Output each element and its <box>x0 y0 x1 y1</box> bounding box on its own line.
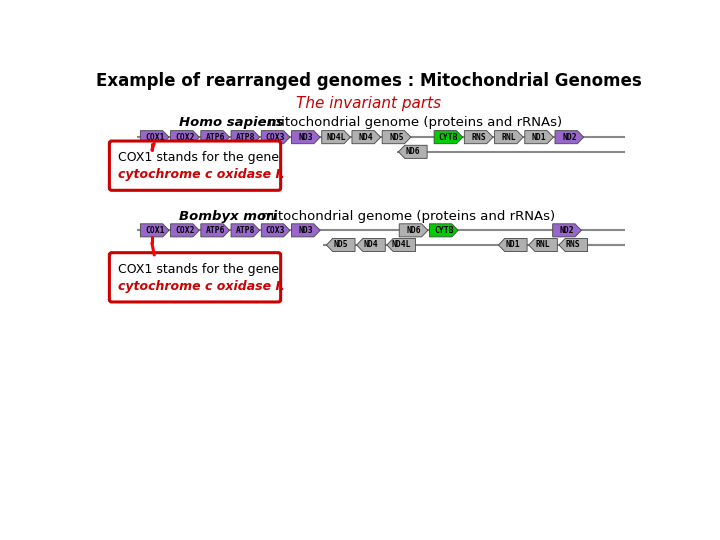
Polygon shape <box>555 131 584 144</box>
Text: COX1: COX1 <box>145 133 164 141</box>
Polygon shape <box>292 131 320 144</box>
Text: Homo sapiens: Homo sapiens <box>179 117 284 130</box>
FancyBboxPatch shape <box>109 253 281 302</box>
Polygon shape <box>261 131 290 144</box>
Text: ND6: ND6 <box>406 226 421 235</box>
Text: RNL: RNL <box>502 133 516 141</box>
Text: COX3: COX3 <box>266 226 285 235</box>
FancyBboxPatch shape <box>109 141 281 190</box>
Text: ND3: ND3 <box>299 133 313 141</box>
Text: ND5: ND5 <box>390 133 404 141</box>
Text: COX2: COX2 <box>175 133 194 141</box>
Text: ND1: ND1 <box>532 133 546 141</box>
Polygon shape <box>326 239 355 252</box>
Polygon shape <box>171 131 199 144</box>
Text: ND4L: ND4L <box>392 240 411 249</box>
Polygon shape <box>495 131 523 144</box>
Text: ND1: ND1 <box>505 240 520 249</box>
Polygon shape <box>525 131 554 144</box>
Text: ND4L: ND4L <box>326 133 346 141</box>
Text: COX3: COX3 <box>266 133 285 141</box>
Polygon shape <box>140 224 169 237</box>
Text: RNS: RNS <box>566 240 580 249</box>
Text: COX2: COX2 <box>175 226 194 235</box>
Text: RNS: RNS <box>472 133 486 141</box>
Text: ATP6: ATP6 <box>205 226 225 235</box>
Text: mitochondrial genome (proteins and rRNAs): mitochondrial genome (proteins and rRNAs… <box>256 210 554 222</box>
Polygon shape <box>528 239 557 252</box>
Text: The invariant parts: The invariant parts <box>297 96 441 111</box>
Polygon shape <box>231 224 260 237</box>
Text: ATP8: ATP8 <box>235 133 255 141</box>
Polygon shape <box>382 131 411 144</box>
Text: ND6: ND6 <box>405 147 420 156</box>
Text: CYTB: CYTB <box>438 133 458 141</box>
Polygon shape <box>261 224 290 237</box>
Polygon shape <box>352 131 381 144</box>
Polygon shape <box>464 131 493 144</box>
Text: COX1 stands for the gene: COX1 stands for the gene <box>118 262 279 276</box>
Polygon shape <box>399 224 428 237</box>
Polygon shape <box>434 131 463 144</box>
Text: COX1 stands for the gene: COX1 stands for the gene <box>118 151 279 164</box>
Polygon shape <box>356 239 385 252</box>
Polygon shape <box>322 131 351 144</box>
Polygon shape <box>559 239 588 252</box>
Text: CYTB: CYTB <box>434 226 454 235</box>
Text: ND4: ND4 <box>364 240 378 249</box>
Polygon shape <box>498 239 527 252</box>
Text: COX1: COX1 <box>145 226 164 235</box>
Text: ND2: ND2 <box>559 226 575 235</box>
Polygon shape <box>387 239 415 252</box>
Text: ND5: ND5 <box>333 240 348 249</box>
Polygon shape <box>171 224 199 237</box>
Text: ATP6: ATP6 <box>205 133 225 141</box>
Polygon shape <box>231 131 260 144</box>
Text: cytochrome c oxidase I.: cytochrome c oxidase I. <box>118 280 285 293</box>
Text: ND3: ND3 <box>299 226 313 235</box>
Polygon shape <box>429 224 458 237</box>
Text: RNL: RNL <box>536 240 550 249</box>
Text: Bombyx mori: Bombyx mori <box>179 210 277 222</box>
Polygon shape <box>292 224 320 237</box>
Text: ND4: ND4 <box>359 133 374 141</box>
Text: cytochrome c oxidase I.: cytochrome c oxidase I. <box>118 168 285 181</box>
Text: ATP8: ATP8 <box>235 226 255 235</box>
Polygon shape <box>398 145 427 158</box>
Text: Example of rearranged genomes : Mitochondrial Genomes: Example of rearranged genomes : Mitochon… <box>96 72 642 91</box>
Polygon shape <box>201 224 230 237</box>
Text: ND2: ND2 <box>562 133 577 141</box>
Polygon shape <box>140 131 169 144</box>
Text: mitochondrial genome (proteins and rRNAs): mitochondrial genome (proteins and rRNAs… <box>264 117 562 130</box>
Polygon shape <box>201 131 230 144</box>
Polygon shape <box>553 224 581 237</box>
